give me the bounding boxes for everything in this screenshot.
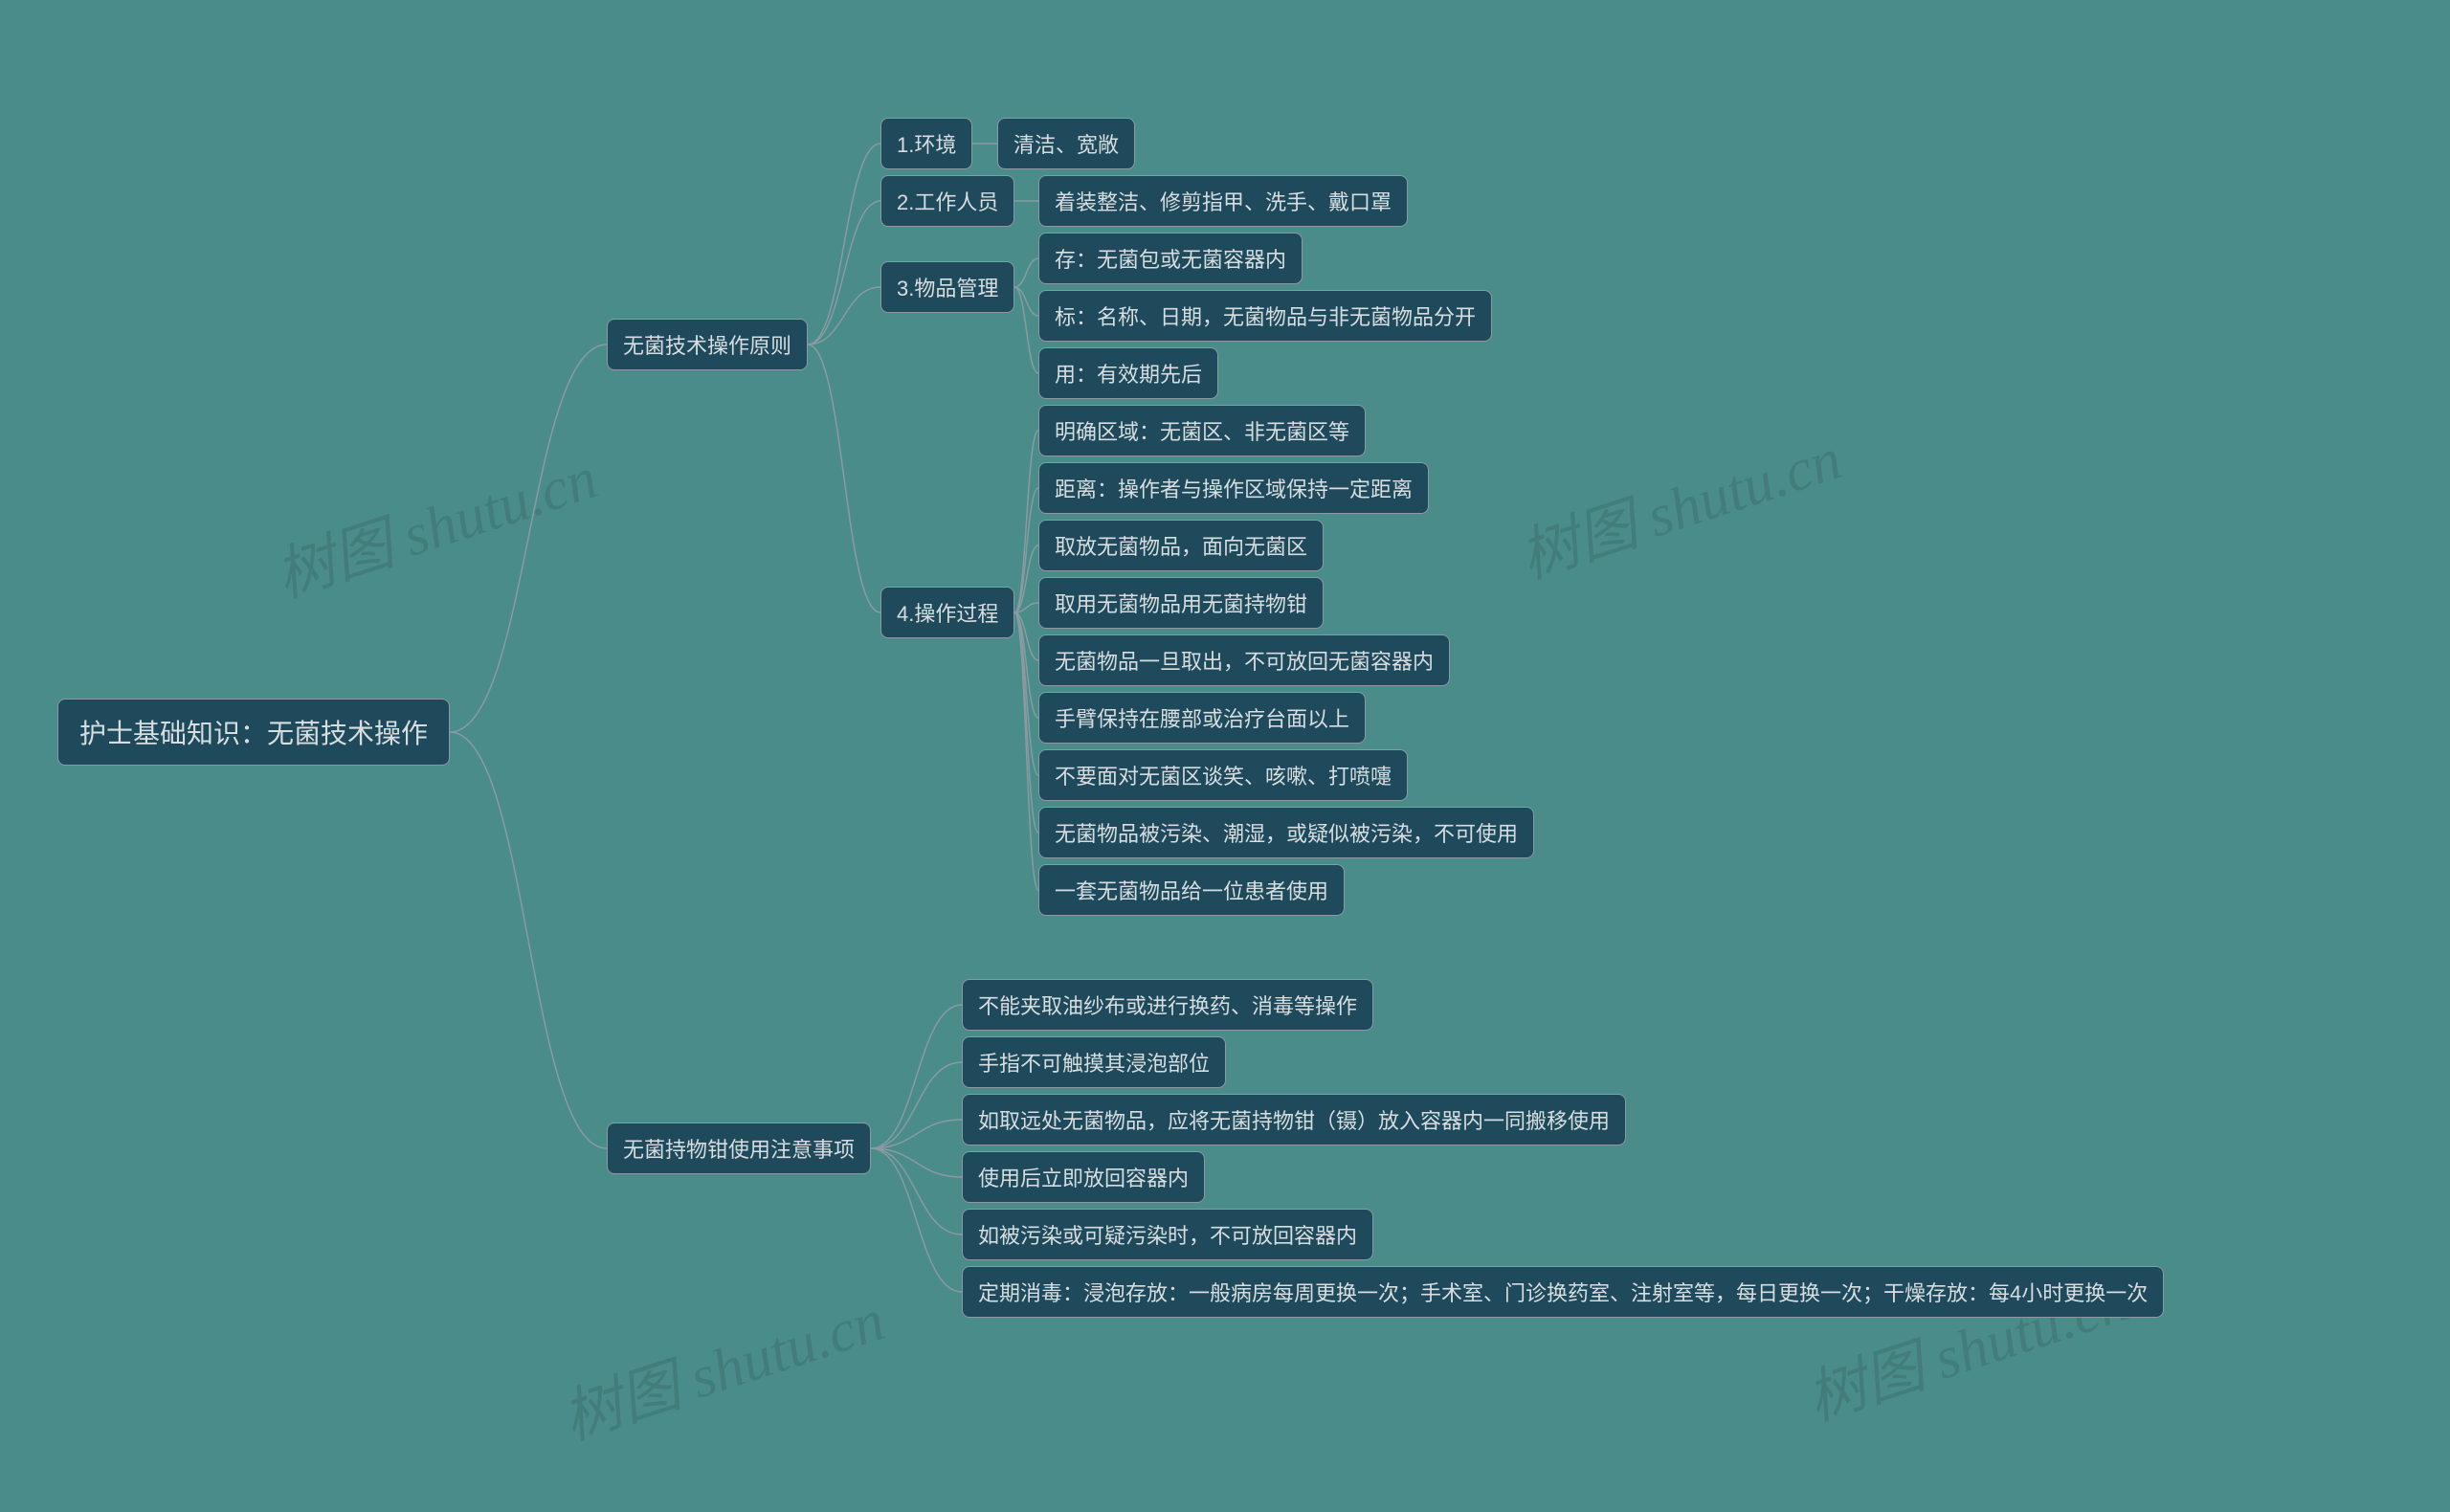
leaf[interactable]: 不要面对无菌区谈笑、咳嗽、打喷嚏 bbox=[1038, 749, 1408, 801]
node-process[interactable]: 4.操作过程 bbox=[880, 587, 1014, 638]
leaf[interactable]: 定期消毒：浸泡存放：一般病房每周更换一次；手术室、门诊换药室、注射室等，每日更换… bbox=[962, 1266, 2164, 1318]
node-env[interactable]: 1.环境 bbox=[880, 118, 972, 169]
leaf[interactable]: 取用无菌物品用无菌持物钳 bbox=[1038, 577, 1324, 629]
leaf[interactable]: 标：名称、日期，无菌物品与非无菌物品分开 bbox=[1038, 290, 1492, 342]
branch-principles[interactable]: 无菌技术操作原则 bbox=[607, 319, 808, 370]
leaf[interactable]: 明确区域：无菌区、非无菌区等 bbox=[1038, 405, 1366, 456]
mindmap-root[interactable]: 护士基础知识：无菌技术操作 bbox=[57, 699, 450, 766]
branch-forceps-notes[interactable]: 无菌持物钳使用注意事项 bbox=[607, 1123, 871, 1174]
leaf[interactable]: 无菌物品一旦取出，不可放回无菌容器内 bbox=[1038, 634, 1450, 686]
leaf[interactable]: 如被污染或可疑污染时，不可放回容器内 bbox=[962, 1209, 1373, 1260]
leaf[interactable]: 着装整洁、修剪指甲、洗手、戴口罩 bbox=[1038, 175, 1408, 227]
node-staff[interactable]: 2.工作人员 bbox=[880, 175, 1014, 227]
leaf[interactable]: 如取远处无菌物品，应将无菌持物钳（镊）放入容器内一同搬移使用 bbox=[962, 1094, 1626, 1145]
leaf[interactable]: 无菌物品被污染、潮湿，或疑似被污染，不可使用 bbox=[1038, 807, 1534, 858]
leaf[interactable]: 手指不可触摸其浸泡部位 bbox=[962, 1036, 1226, 1088]
node-items[interactable]: 3.物品管理 bbox=[880, 261, 1014, 313]
leaf[interactable]: 手臂保持在腰部或治疗台面以上 bbox=[1038, 692, 1366, 744]
leaf[interactable]: 使用后立即放回容器内 bbox=[962, 1151, 1205, 1203]
leaf[interactable]: 不能夹取油纱布或进行换药、消毒等操作 bbox=[962, 979, 1373, 1031]
leaf[interactable]: 用：有效期先后 bbox=[1038, 347, 1218, 399]
leaf[interactable]: 清洁、宽敞 bbox=[997, 118, 1135, 169]
leaf[interactable]: 距离：操作者与操作区域保持一定距离 bbox=[1038, 462, 1429, 514]
leaf[interactable]: 一套无菌物品给一位患者使用 bbox=[1038, 864, 1345, 916]
leaf[interactable]: 取放无菌物品，面向无菌区 bbox=[1038, 520, 1324, 571]
leaf[interactable]: 存：无菌包或无菌容器内 bbox=[1038, 233, 1303, 284]
